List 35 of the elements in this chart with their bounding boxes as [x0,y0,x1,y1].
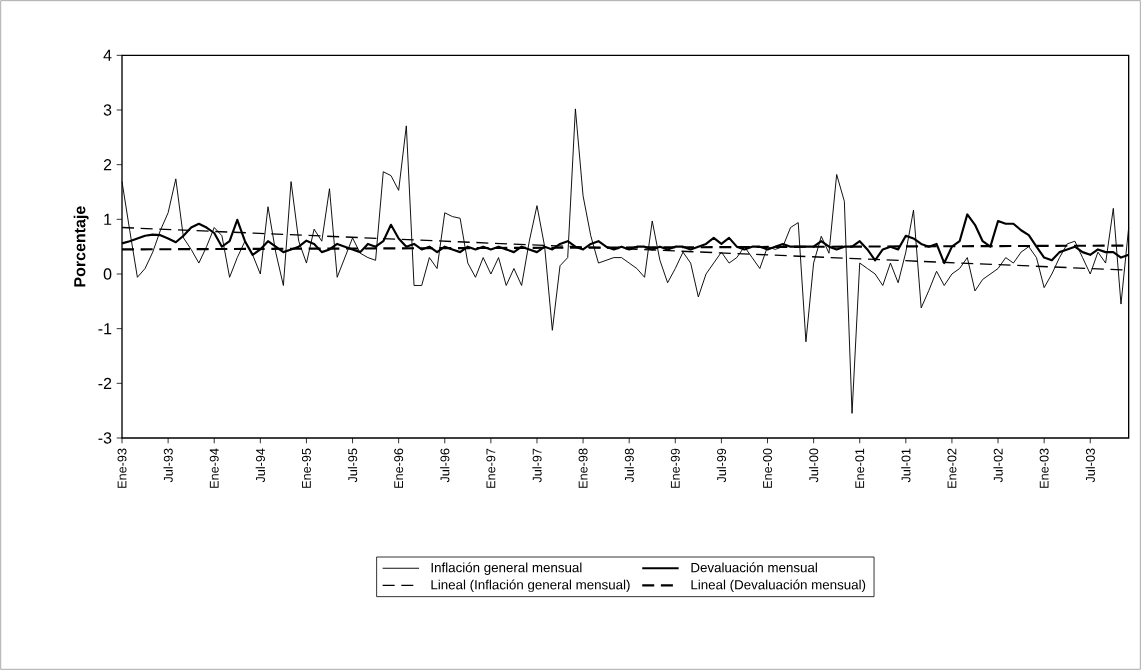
x-tick-label: Jul-95 [347,448,358,483]
y-tick-label: 1 [104,213,112,225]
legend-label: Devaluación mensual [691,562,817,573]
x-tick-label: Jul-94 [255,448,265,483]
x-tick-label: Ene-93 [117,448,127,488]
x-tick-label: Jul-00 [808,448,819,483]
x-tick-label: Jul-01 [901,448,911,483]
y-tick-label: 2 [103,159,112,171]
x-tick-label: Jul-93 [163,448,173,483]
x-tick-label: Ene-03 [1039,448,1049,488]
x-tick-label: Ene-02 [947,448,957,488]
legend-label: Inflación general mensual [431,562,582,575]
y-tick-label: 0 [103,268,112,280]
x-tick-label: Jul-98 [624,448,634,483]
x-tick-label: Ene-01 [855,448,865,488]
y-tick-label: 4 [103,49,112,61]
x-tick-label: Ene-97 [486,448,496,488]
x-tick-label: Jul-96 [440,448,450,483]
x-tick-label: Ene-99 [670,448,680,488]
legend-label: Lineal (Devaluación mensual) [691,579,866,593]
y-tick-label: 3 [103,104,112,116]
legend-label: Lineal (Inflación general mensual) [431,579,630,593]
y-axis-title: Porcentaje [73,206,89,287]
x-tick-label: Ene-95 [301,448,311,488]
x-tick-label: Jul-03 [1085,448,1095,483]
x-tick-label: Ene-96 [394,448,404,488]
y-tick-label: -3 [98,432,112,444]
x-tick-label: Jul-97 [532,448,542,483]
y-tick-label: -1 [98,323,112,335]
x-tick-label: Jul-99 [716,448,727,483]
x-tick-label: Jul-02 [993,448,1003,483]
y-tick-label: -2 [98,377,112,389]
x-tick-label: Ene-94 [209,448,219,488]
x-tick-label: Ene-98 [578,448,588,488]
x-tick-label: Ene-00 [763,448,772,488]
